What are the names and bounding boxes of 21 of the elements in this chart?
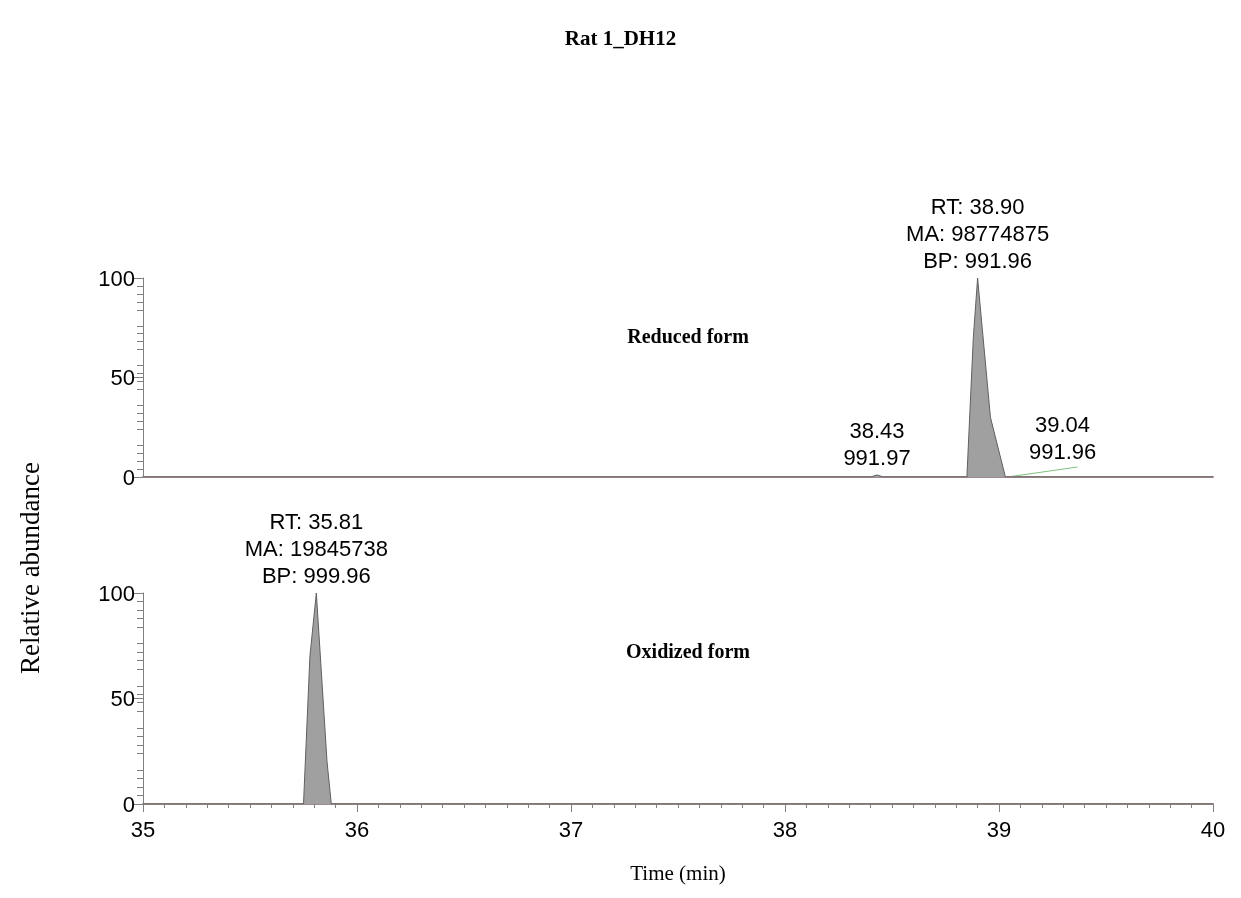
x-tick-label: 38	[772, 816, 798, 842]
annotation: 38.43 991.97	[843, 418, 911, 471]
text: Reduced form	[627, 325, 750, 347]
annotation: 39.04 991.96	[1028, 412, 1097, 464]
annotation: RT: 38.90 MA: 98774875 BP: 991.96	[906, 194, 1050, 273]
y-axis-title: Relative abundance	[14, 461, 46, 675]
x-tick-label: 35	[130, 816, 156, 842]
y-tick-label: 100	[98, 265, 135, 291]
y-tick-label: 50	[110, 686, 135, 711]
text: Oxidized form	[626, 640, 751, 662]
y-tick-label: 0	[122, 464, 135, 490]
y-tick-label: 50	[110, 365, 135, 390]
y-tick-label: 100	[98, 580, 135, 606]
chart-title: Rat 1_DH12	[564, 25, 677, 50]
x-tick-label: 40	[1200, 816, 1226, 842]
y-tick-label: 0	[122, 791, 135, 817]
x-tick-label: 36	[344, 816, 370, 842]
x-axis-title: Time (min)	[630, 860, 726, 885]
x-tick-label: 39	[986, 816, 1012, 842]
annotation: RT: 35.81 MA: 19845738 BP: 999.96	[244, 509, 388, 588]
x-tick-label: 37	[558, 816, 584, 842]
